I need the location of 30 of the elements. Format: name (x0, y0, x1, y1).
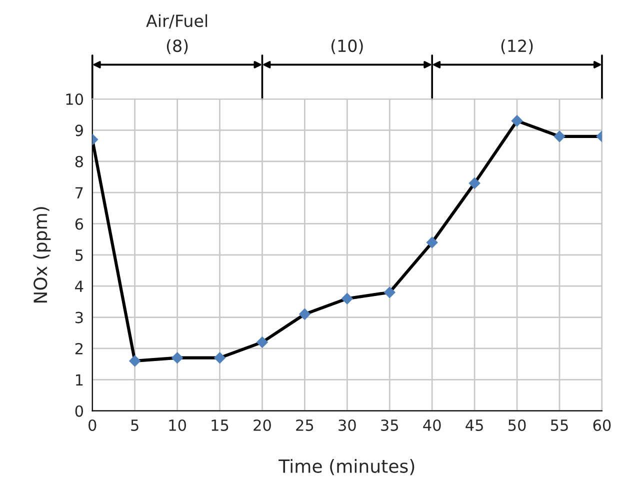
y-axis-title: NOx (ppm) (33, 207, 51, 303)
x-tick-label: 50 (508, 419, 526, 432)
text: (12) (501, 39, 533, 54)
text: (8) (166, 39, 188, 54)
y-tick-label: 5 (75, 250, 83, 261)
x-tick-label: 5 (131, 420, 138, 432)
x-tick-label: 40 (423, 419, 441, 432)
x-tick-label: 55 (550, 420, 568, 432)
y-tick-label: 1 (76, 374, 83, 386)
y-tick-label: 3 (75, 312, 83, 324)
x-tick-label: 0 (88, 419, 96, 432)
y-tick-label: 6 (75, 218, 84, 230)
y-tick-label: 8 (75, 156, 83, 168)
text: Air/Fuel (146, 14, 208, 28)
y-tick-label: 10 (66, 93, 84, 106)
x-tick-label: 60 (593, 419, 611, 432)
y-tick-label: 2 (75, 342, 82, 354)
y-tick-label: 4 (75, 280, 84, 292)
x-tick-label: 20 (254, 419, 271, 432)
y-tick-label: 0 (75, 405, 84, 417)
x-axis-title: Time (minutes) (278, 458, 414, 476)
y-tick-label: 9 (75, 124, 83, 136)
x-tick-label: 35 (381, 419, 398, 432)
x-tick-label: 15 (212, 420, 228, 432)
text: (10) (331, 39, 363, 54)
x-tick-label: 10 (169, 419, 186, 432)
x-tick-label: 25 (296, 419, 314, 432)
y-tick-label: 7 (76, 187, 83, 198)
x-tick-label: 45 (466, 420, 483, 432)
x-tick-label: 30 (338, 419, 356, 432)
